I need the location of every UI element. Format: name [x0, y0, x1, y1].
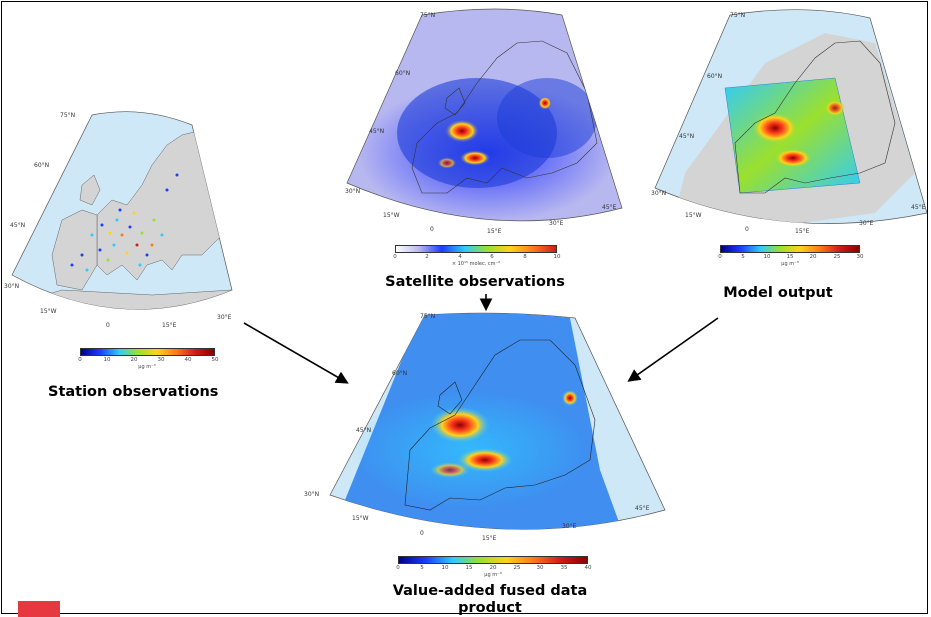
station-lon0-label: 0 [106, 322, 110, 329]
model-lat30-label: 30°N [651, 190, 666, 197]
model-lat75-label: 75°N [730, 12, 745, 19]
satellite-lat45-label: 45°N [369, 128, 384, 135]
colorbar-unit: μg m⁻³ [484, 572, 502, 578]
fused-caption-line1: Value-added fused data [392, 583, 588, 599]
station-lon15e-label: 15°E [162, 322, 177, 329]
model-lat60-label: 60°N [707, 73, 722, 80]
tick-label: 10 [553, 254, 561, 260]
tick-label: 2 [425, 254, 429, 260]
fused-lat30-label: 30°N [304, 491, 319, 498]
tick-label: 25 [833, 254, 841, 260]
tick-label: 0 [78, 357, 82, 363]
tick-label: 40 [184, 357, 192, 363]
fused-lon0-label: 0 [420, 530, 424, 537]
station-caption: Station observations [48, 384, 219, 400]
fused-lon45e-label: 45°E [635, 505, 650, 512]
fused-lon15e-label: 15°E [482, 535, 497, 542]
tick-label: 5 [741, 254, 745, 260]
tick-label: 50 [211, 357, 219, 363]
fused-colorbar: 0 5 10 15 20 25 30 35 40 μg m⁻³ [396, 556, 592, 578]
fused-lat45-label: 45°N [356, 427, 371, 434]
arrow-icon [243, 322, 349, 384]
tick-label: 25 [513, 565, 521, 571]
tick-label: 10 [763, 254, 771, 260]
fused-lon30e-label: 30°E [562, 523, 577, 530]
station-lon30e-label: 30°E [217, 314, 232, 321]
model-lon45e-label: 45°E [911, 204, 926, 211]
satellite-lat60-label: 60°N [395, 70, 410, 77]
tick-label: 40 [584, 565, 592, 571]
tick-label: 0 [396, 565, 400, 571]
colorbar-unit: × 10¹⁵ molec. cm⁻² [451, 261, 501, 267]
tick-label: 20 [489, 565, 497, 571]
fused-lat60-label: 60°N [392, 370, 407, 377]
model-lon15w-label: 15°W [685, 212, 702, 219]
station-lat30-label: 30°N [4, 283, 19, 290]
satellite-lat30-label: 30°N [345, 188, 360, 195]
satellite-lon15w-label: 15°W [383, 212, 400, 219]
station-points [70, 173, 179, 272]
station-lat75-label: 75°N [60, 112, 75, 119]
model-lat45-label: 45°N [679, 133, 694, 140]
model-caption: Model output [723, 285, 833, 301]
station-map: 75°N 60°N 45°N 30°N 15°W 0 15°E 30°E [4, 111, 233, 329]
satellite-lon45e-label: 45°E [602, 204, 617, 211]
colorbar-unit: μg m⁻³ [138, 364, 156, 370]
fused-map: 75°N 60°N 45°N 30°N 15°W 0 15°E 30°E 45°… [304, 312, 666, 542]
model-lon30e-label: 30°E [859, 220, 874, 227]
model-lon0-label: 0 [745, 226, 749, 233]
satellite-lon0-label: 0 [430, 226, 434, 233]
satellite-colorbar: 0 2 4 6 8 10 × 10¹⁵ molec. cm⁻² [393, 245, 561, 267]
station-colorbar: 0 10 20 30 40 50 μg m⁻³ [78, 348, 219, 370]
tick-label: 6 [490, 254, 494, 260]
tick-label: 8 [523, 254, 527, 260]
tick-label: 15 [786, 254, 794, 260]
satellite-map: 75°N 60°N 45°N 30°N 15°W 0 15°E 30°E 45°… [345, 8, 623, 235]
tick-label: 30 [856, 254, 864, 260]
model-colorbar: 0 5 10 15 20 25 30 μg m⁻³ [718, 245, 864, 267]
tick-label: 35 [560, 565, 568, 571]
arrow-icon [627, 317, 719, 382]
station-lat45-label: 45°N [10, 222, 25, 229]
tick-label: 0 [393, 254, 397, 260]
tick-label: 20 [130, 357, 138, 363]
model-lon15e-label: 15°E [795, 228, 810, 235]
tick-label: 20 [809, 254, 817, 260]
tick-label: 10 [441, 565, 449, 571]
satellite-caption: Satellite observations [385, 274, 565, 290]
tick-label: 30 [536, 565, 544, 571]
satellite-lon30e-label: 30°E [549, 220, 564, 227]
tick-label: 15 [465, 565, 473, 571]
tick-label: 0 [718, 254, 722, 260]
station-lon15w-label: 15°W [40, 308, 57, 315]
tick-label: 5 [420, 565, 424, 571]
colorbar-unit: μg m⁻³ [781, 261, 799, 267]
fused-lon15w-label: 15°W [352, 515, 369, 522]
fused-lat75-label: 75°N [420, 313, 435, 320]
tick-label: 10 [103, 357, 111, 363]
satellite-lat75-label: 75°N [420, 12, 435, 19]
tick-label: 4 [458, 254, 462, 260]
red-stamp [18, 601, 60, 617]
fused-caption-line2: product [458, 600, 522, 616]
model-map: 75°N 60°N 45°N 30°N 15°W 0 15°E 30°E 45°… [651, 9, 928, 235]
tick-label: 30 [157, 357, 165, 363]
station-lat60-label: 60°N [34, 162, 49, 169]
satellite-lon15e-label: 15°E [487, 228, 502, 235]
